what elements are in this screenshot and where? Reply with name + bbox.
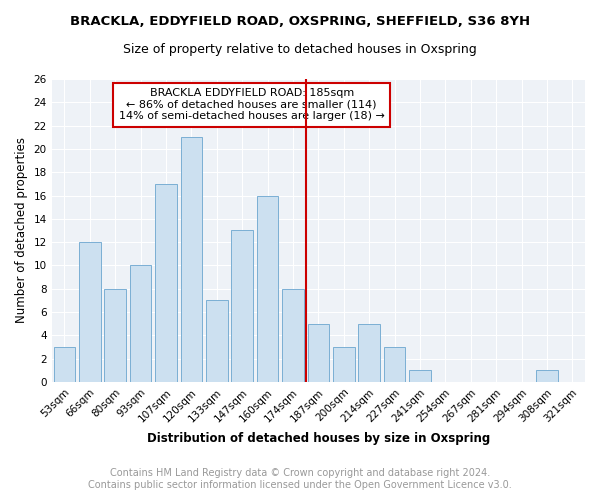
Bar — [358, 324, 380, 382]
Bar — [232, 230, 253, 382]
Text: BRACKLA, EDDYFIELD ROAD, OXSPRING, SHEFFIELD, S36 8YH: BRACKLA, EDDYFIELD ROAD, OXSPRING, SHEFF… — [70, 15, 530, 28]
Bar — [536, 370, 557, 382]
Bar — [79, 242, 101, 382]
Bar — [282, 288, 304, 382]
Y-axis label: Number of detached properties: Number of detached properties — [15, 138, 28, 324]
Text: Contains HM Land Registry data © Crown copyright and database right 2024.
Contai: Contains HM Land Registry data © Crown c… — [88, 468, 512, 490]
Bar — [308, 324, 329, 382]
Bar — [257, 196, 278, 382]
Bar — [104, 288, 126, 382]
Bar — [53, 347, 75, 382]
Bar — [333, 347, 355, 382]
Text: Size of property relative to detached houses in Oxspring: Size of property relative to detached ho… — [123, 42, 477, 56]
Bar — [206, 300, 227, 382]
Bar — [384, 347, 406, 382]
Bar — [155, 184, 177, 382]
X-axis label: Distribution of detached houses by size in Oxspring: Distribution of detached houses by size … — [147, 432, 490, 445]
Bar — [130, 266, 151, 382]
Bar — [409, 370, 431, 382]
Bar — [181, 138, 202, 382]
Text: BRACKLA EDDYFIELD ROAD: 185sqm
← 86% of detached houses are smaller (114)
14% of: BRACKLA EDDYFIELD ROAD: 185sqm ← 86% of … — [119, 88, 385, 122]
